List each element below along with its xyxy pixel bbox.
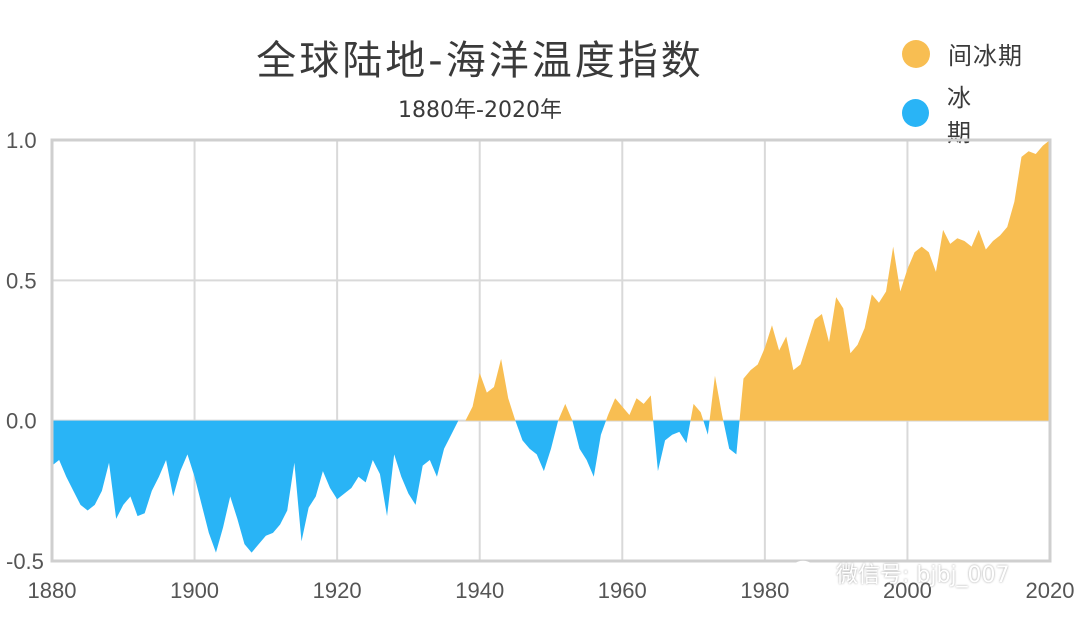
legend-label-interglacial: 间冰期 bbox=[948, 42, 1023, 70]
chart-title: 全球陆地-海洋温度指数 bbox=[256, 38, 704, 84]
plot-frame bbox=[50, 138, 1052, 563]
wechat-icon bbox=[790, 560, 825, 586]
legend-swatch-interglacial bbox=[902, 39, 930, 68]
y-tick-label-0: -0.5 bbox=[6, 549, 44, 574]
area-glacial bbox=[52, 420, 1050, 553]
legend-item-glacial: 冰 期 bbox=[902, 78, 1080, 148]
x-axis: 1880 1900 1920 1940 1960 1980 2000 2020 bbox=[28, 578, 1075, 603]
watermark-text: 微信号: bjbj_007 bbox=[836, 563, 1010, 588]
chart-subtitle: 1880年-2020年 bbox=[398, 98, 562, 123]
y-tick-label-2: 0.5 bbox=[6, 268, 37, 293]
x-tick-label-2020: 2020 bbox=[1026, 578, 1075, 603]
x-tick-label-2000: 2000 bbox=[883, 578, 932, 603]
data-areas bbox=[52, 140, 1050, 553]
x-tick-label-1960: 1960 bbox=[598, 578, 647, 603]
x-tick-label-1900: 1900 bbox=[170, 578, 219, 603]
legend-item-interglacial: 间冰期 bbox=[902, 36, 1023, 71]
y-tick-label-1: 0.0 bbox=[6, 409, 37, 434]
x-tick-label-1880: 1880 bbox=[28, 578, 77, 603]
y-tick-label-3: 1.0 bbox=[6, 128, 37, 153]
legend-swatch-glacial bbox=[902, 99, 929, 127]
area-interglacial bbox=[52, 140, 1050, 421]
y-axis: -0.5 0.0 0.5 1.0 bbox=[6, 128, 44, 574]
x-tick-label-1920: 1920 bbox=[313, 578, 362, 603]
watermark: 微信号: bjbj_007 bbox=[790, 557, 1010, 589]
x-tick-label-1980: 1980 bbox=[740, 578, 789, 603]
x-tick-label-1940: 1940 bbox=[455, 578, 504, 603]
